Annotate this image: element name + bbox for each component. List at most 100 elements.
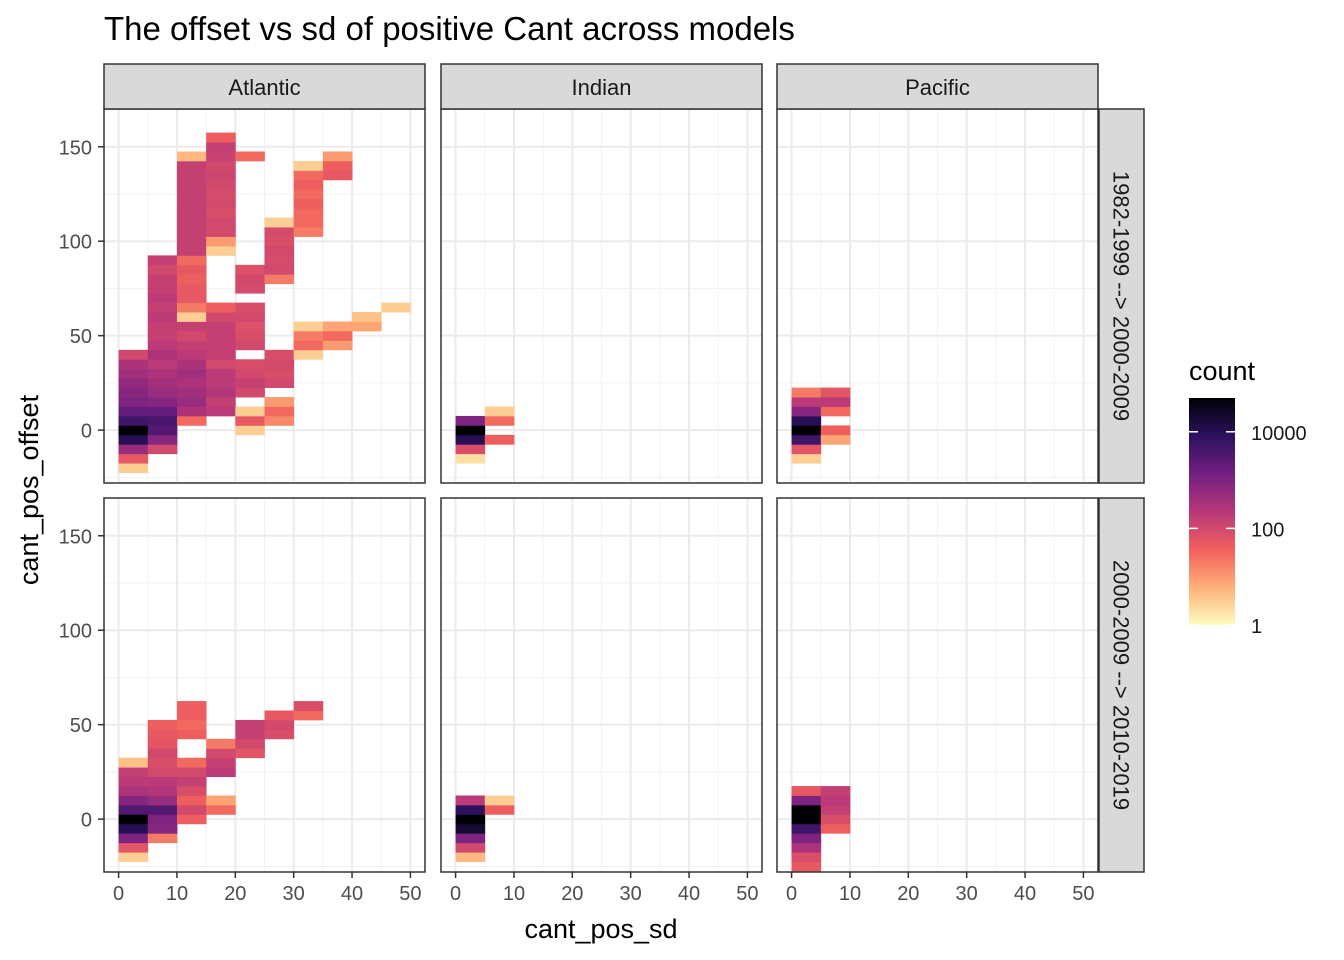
y-tick-label: 150	[59, 137, 92, 159]
heatmap-tile	[235, 312, 265, 322]
heatmap-tiles-indian-row2	[455, 795, 515, 863]
heatmap-tile	[206, 340, 236, 351]
heatmap-tile	[118, 786, 149, 796]
heatmap-tile	[455, 415, 486, 426]
x-axis-label: cant_pos_sd	[524, 914, 677, 944]
heatmap-tile	[147, 406, 178, 417]
x-tick-label: 30	[620, 883, 642, 905]
heatmap-tile	[820, 387, 851, 398]
heatmap-tile	[176, 359, 207, 370]
heatmap-tile	[206, 330, 236, 341]
heatmap-tile	[147, 425, 178, 436]
y-tick-label: 100	[59, 621, 92, 643]
heatmap-tile	[235, 738, 265, 749]
x-tick-label: 50	[736, 883, 758, 905]
heatmap-tile	[791, 434, 822, 445]
heatmap-tile	[176, 330, 207, 341]
heatmap-tile	[235, 283, 265, 294]
heatmap-tile	[293, 198, 324, 209]
facet-panel-indian-row2	[441, 498, 762, 872]
x-tick-label: 0	[450, 883, 461, 905]
heatmap-tile	[455, 444, 486, 455]
heatmap-tile	[264, 415, 295, 426]
heatmap-tile	[264, 729, 295, 740]
heatmap-tile	[118, 368, 149, 379]
heatmap-tile	[235, 368, 265, 379]
heatmap-tile	[206, 378, 236, 389]
heatmap-tile	[118, 397, 149, 407]
heatmap-tile	[820, 814, 851, 825]
x-tick-label: 10	[166, 883, 188, 905]
heatmap-tile	[147, 786, 178, 796]
row-strip-1	[1098, 108, 1145, 484]
heatmap-tile	[206, 767, 236, 778]
heatmap-tile	[147, 776, 178, 787]
color-legend: count 1 100 10000	[1189, 356, 1307, 638]
y-tick-label: 150	[59, 526, 92, 548]
heatmap-tile	[235, 387, 265, 398]
heatmap-tile	[118, 453, 149, 464]
heatmap-tile	[147, 823, 178, 834]
x-tick-label: 40	[1014, 883, 1036, 905]
heatmap-tile	[791, 842, 822, 853]
heatmap-tile	[147, 748, 178, 759]
heatmap-tiles-atlantic-row1	[118, 132, 411, 474]
heatmap-tile	[293, 340, 324, 351]
facet-strip-pacific	[776, 63, 1099, 110]
heatmap-tile	[118, 406, 149, 417]
heatmap-tile	[264, 368, 295, 379]
heatmap-tile	[118, 349, 149, 360]
heatmap-tile	[147, 255, 178, 266]
heatmap-tile	[176, 312, 207, 322]
row-strip-label: 1982-1999 --> 2000-2009	[1109, 171, 1134, 421]
heatmap-tile	[820, 786, 851, 796]
heatmap-tile	[206, 170, 236, 181]
heatmap-tile	[293, 227, 324, 237]
heatmap-tile	[484, 795, 515, 806]
heatmap-tile	[206, 245, 236, 256]
heatmap-tile	[118, 833, 149, 844]
heatmap-tile	[322, 321, 353, 332]
heatmap-tile	[293, 179, 324, 190]
heatmap-tile	[176, 415, 207, 426]
heatmap-tile	[791, 814, 822, 825]
x-tick-label: 20	[897, 883, 919, 905]
heatmap-tile	[118, 387, 149, 398]
heatmap-tile	[293, 160, 324, 171]
y-tick-label: 50	[70, 715, 92, 737]
heatmap-tile	[118, 434, 149, 445]
heatmap-tile	[118, 757, 149, 768]
row-strip-label: 2000-2009 --> 2010-2019	[1109, 560, 1134, 810]
heatmap-tile	[820, 823, 851, 834]
heatmap-tile	[455, 814, 486, 825]
facet-strip-indian	[440, 63, 763, 110]
heatmap-tile	[484, 415, 515, 426]
heatmap-tile	[293, 701, 324, 711]
heatmap-tile	[235, 359, 265, 370]
heatmap-tile	[206, 795, 236, 806]
heatmap-tile	[235, 406, 265, 417]
heatmap-tile	[235, 748, 265, 759]
heatmap-tile	[455, 842, 486, 853]
heatmap-tile	[455, 823, 486, 834]
heatmap-tile	[118, 463, 149, 474]
heatmap-tile	[176, 208, 207, 219]
heatmap-tile	[176, 340, 207, 351]
heatmap-tile	[293, 710, 324, 721]
heatmap-tile	[264, 274, 295, 285]
heatmap-tile	[791, 453, 822, 464]
heatmap-tile	[147, 340, 178, 351]
heatmap-tile	[147, 444, 178, 455]
heatmap-tile	[820, 804, 851, 815]
heatmap-tile	[235, 415, 265, 426]
heatmap-tile	[206, 198, 236, 209]
x-tick-label: 0	[786, 883, 797, 905]
heatmap-tile	[176, 349, 207, 360]
x-tick-label: 40	[341, 883, 363, 905]
heatmap-tiles-atlantic-row2	[118, 701, 324, 863]
heatmap-tile	[791, 786, 822, 796]
heatmap-tile	[176, 795, 207, 806]
heatmap-tiles-pacific-row1	[791, 387, 851, 464]
heatmap-tile	[176, 179, 207, 190]
heatmap-tile	[791, 795, 822, 806]
